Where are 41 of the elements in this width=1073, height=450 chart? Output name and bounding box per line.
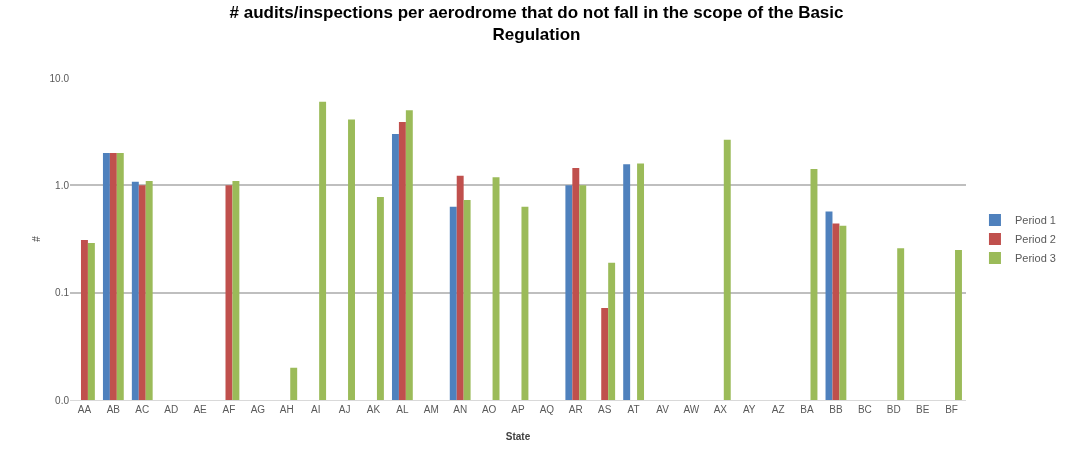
x-tick-label: AJ xyxy=(338,404,351,415)
x-tick-label: AO xyxy=(481,404,497,415)
x-tick-label: BD xyxy=(886,404,901,415)
x-tick-label: BA xyxy=(800,404,815,415)
x-tick-label: AS xyxy=(598,404,612,415)
x-tick-label: AY xyxy=(742,404,756,415)
x-tick-label: AC xyxy=(135,404,150,415)
x-tick-label: BB xyxy=(829,404,843,415)
x-tick-label: BF xyxy=(945,404,958,415)
x-tick-label: AM xyxy=(423,404,439,415)
x-tick-label: AR xyxy=(568,404,583,415)
x-tick-label: AX xyxy=(713,404,728,415)
x-tick-label: AT xyxy=(627,404,640,415)
x-tick-label: AH xyxy=(279,404,294,415)
x-tick-label: AI xyxy=(310,404,321,415)
x-tick-label: AN xyxy=(453,404,468,415)
x-tick-label: AD xyxy=(164,404,179,415)
x-tick-label: AL xyxy=(396,404,409,415)
y-axis-title: # xyxy=(31,235,42,242)
x-tick-label: AQ xyxy=(539,404,555,415)
y-tick-label: 0.0 xyxy=(55,394,70,406)
legend-label: Period 2 xyxy=(1014,233,1056,246)
x-tick-label: AK xyxy=(366,404,381,415)
x-axis-title: State xyxy=(505,431,531,442)
x-tick-label: AB xyxy=(106,404,121,415)
y-tick-label: 10.0 xyxy=(49,72,70,84)
x-tick-label: BC xyxy=(857,404,872,415)
y-tick-label: 1.0 xyxy=(55,179,70,191)
x-tick-label: AW xyxy=(683,404,700,415)
legend-label: Period 1 xyxy=(1014,214,1056,227)
x-tick-label: AF xyxy=(222,404,236,415)
x-tick-label: AP xyxy=(511,404,525,415)
x-tick-label: AV xyxy=(656,404,670,415)
chart-title: # audits/inspections per aerodrome that do not fall in the scope of the Basic Regulation xyxy=(229,3,844,45)
y-tick-label: 0.1 xyxy=(55,287,70,299)
legend-label: Period 3 xyxy=(1014,252,1056,265)
x-tick-label: BE xyxy=(915,404,930,415)
x-tick-label: AA xyxy=(77,404,92,415)
x-tick-label: AE xyxy=(193,404,208,415)
x-tick-label: AZ xyxy=(771,404,785,415)
x-tick-label: AG xyxy=(250,404,266,415)
